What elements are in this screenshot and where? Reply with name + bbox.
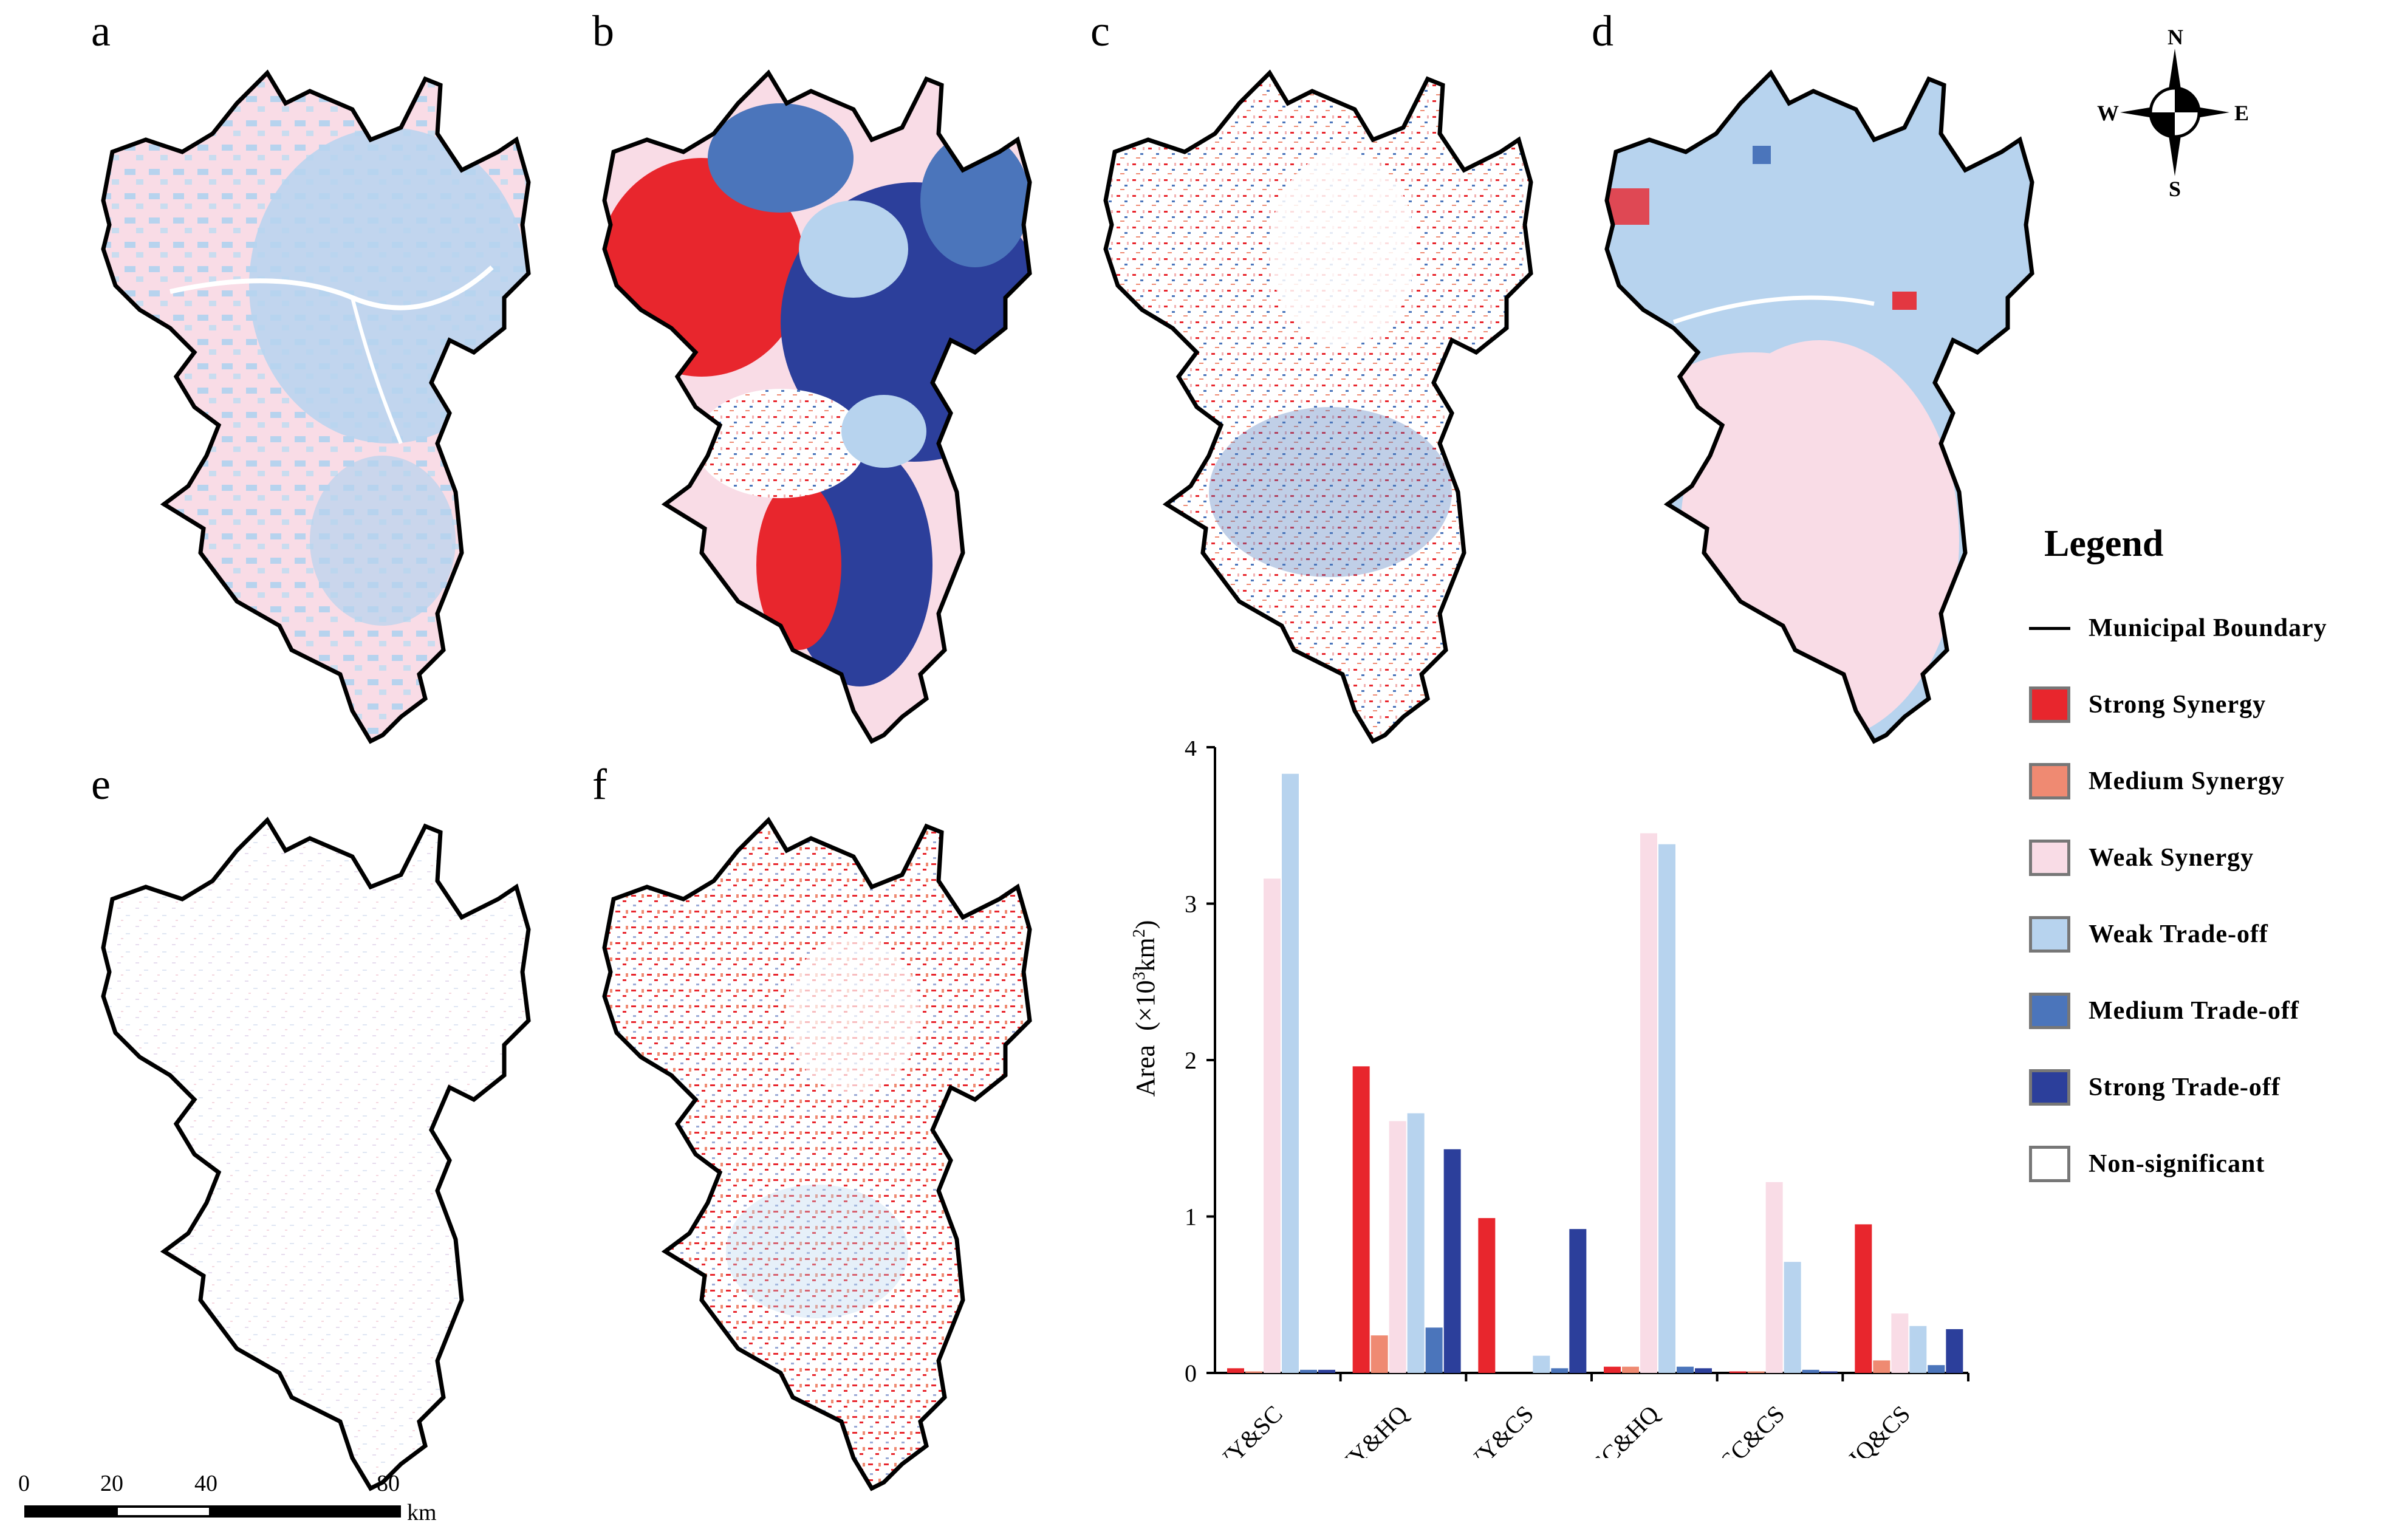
bar-strong-trade-off-sc-hq — [1695, 1368, 1712, 1373]
legend-swatch — [2029, 840, 2070, 876]
panel-label-e: e — [91, 760, 111, 809]
legend-swatch — [2029, 686, 2070, 723]
legend-item: Medium Synergy — [2029, 763, 2285, 799]
bar-strong-synergy-wy-hq — [1352, 1066, 1370, 1373]
legend-item-label: Medium Synergy — [2089, 767, 2285, 795]
panel-label-a: a — [91, 7, 111, 55]
x-tick-label: WY&SC — [1205, 1400, 1288, 1458]
y-tick-label: 2 — [1185, 1047, 1197, 1074]
map-e — [97, 814, 535, 1494]
legend-item-label: Weak Trade-off — [2089, 920, 2268, 948]
bar-medium-trade-off-hq-cs — [1928, 1365, 1945, 1373]
bar-medium-trade-off-wy-hq — [1425, 1327, 1443, 1373]
bar-weak-synergy-sc-hq — [1640, 833, 1657, 1373]
bar-strong-trade-off-wy-hq — [1443, 1149, 1461, 1373]
bar-medium-synergy-sc-cs — [1747, 1371, 1765, 1373]
x-tick-label: HQ&CS — [1837, 1400, 1915, 1458]
bar-strong-trade-off-wy-sc — [1318, 1369, 1335, 1373]
panel-label-b: b — [592, 7, 614, 55]
area-bar-chart: 0 1 2 3 4 WY&SC WY&HQ WY&CS SC&HQ SC&CS HQ&CS Area… — [1130, 741, 1969, 1458]
bar-strong-synergy-wy-sc — [1227, 1368, 1244, 1373]
bar-medium-synergy-sc-hq — [1622, 1366, 1639, 1373]
bar-medium-trade-off-wy-sc — [1300, 1369, 1317, 1373]
legend-boundary: Municipal Boundary — [2029, 614, 2327, 643]
bar-weak-trade-off-wy-cs — [1533, 1355, 1550, 1373]
bar-weak-synergy-hq-cs — [1891, 1313, 1909, 1373]
x-tick-label: SC&HQ — [1586, 1400, 1664, 1458]
bar-weak-synergy-wy-hq — [1389, 1121, 1406, 1373]
map-c — [1100, 67, 1537, 747]
scale-unit: km — [407, 1500, 437, 1525]
bar-strong-synergy-sc-hq — [1604, 1366, 1621, 1373]
scale-bar-segment — [118, 1508, 209, 1515]
bar-strong-synergy-sc-cs — [1729, 1371, 1747, 1373]
map-d — [1601, 67, 2038, 747]
legend-item: Medium Trade-off — [2029, 993, 2299, 1029]
scale-tick-0: 0 — [18, 1471, 30, 1496]
legend-item: Non-significant — [2029, 1146, 2265, 1182]
scale-tick-80: 80 — [377, 1471, 400, 1496]
bar-strong-synergy-wy-cs — [1478, 1218, 1496, 1373]
compass-rose-icon — [2120, 49, 2229, 176]
bar-medium-synergy-hq-cs — [1873, 1360, 1890, 1373]
map-a — [97, 67, 535, 747]
y-tick-label: 3 — [1185, 891, 1197, 918]
north-arrow: N S W E — [2096, 24, 2254, 201]
scale-tick-20: 20 — [100, 1471, 123, 1496]
legend-swatch — [2029, 763, 2070, 799]
bar-weak-trade-off-sc-cs — [1784, 1262, 1801, 1373]
bar-medium-synergy-wy-hq — [1370, 1335, 1388, 1373]
bar-weak-synergy-wy-sc — [1264, 878, 1281, 1373]
legend-item: Strong Trade-off — [2029, 1069, 2281, 1106]
panel-label-c: c — [1090, 7, 1110, 55]
bar-medium-synergy-wy-sc — [1245, 1371, 1262, 1373]
bar-medium-trade-off-sc-hq — [1677, 1366, 1694, 1373]
bar-weak-trade-off-hq-cs — [1909, 1326, 1927, 1373]
scale-bar-body — [24, 1505, 401, 1518]
compass-south: S — [2169, 177, 2181, 201]
y-axis-label: Area (×103km2) — [1130, 920, 1160, 1097]
panel-label-f: f — [592, 760, 607, 809]
scale-bar: 0 20 40 80 km — [18, 1470, 456, 1537]
bar-weak-trade-off-wy-hq — [1407, 1113, 1425, 1373]
y-tick-label: 0 — [1185, 1360, 1197, 1387]
bar-weak-synergy-sc-cs — [1765, 1182, 1783, 1373]
compass-west: W — [2097, 101, 2119, 125]
bar-strong-trade-off-wy-cs — [1569, 1229, 1587, 1373]
legend-item-label: Non-significant — [2089, 1150, 2265, 1178]
legend-swatch — [2029, 916, 2070, 953]
legend-item-label: Medium Trade-off — [2089, 997, 2299, 1025]
map-f — [598, 814, 1036, 1494]
boundary-line-icon — [2029, 626, 2070, 630]
y-tick-label: 4 — [1185, 741, 1197, 761]
compass-north: N — [2168, 25, 2183, 49]
y-tick-label: 1 — [1185, 1203, 1197, 1231]
compass-east: E — [2234, 101, 2250, 125]
legend-item: Weak Synergy — [2029, 840, 2254, 876]
bar-strong-trade-off-hq-cs — [1946, 1329, 1963, 1373]
bar-medium-trade-off-wy-cs — [1551, 1368, 1569, 1373]
legend-swatch — [2029, 1069, 2070, 1106]
legend-swatch — [2029, 993, 2070, 1029]
x-tick-label: WY&HQ — [1327, 1400, 1414, 1458]
x-tick-label: SC&CS — [1715, 1400, 1790, 1458]
legend-boundary-label: Municipal Boundary — [2089, 614, 2327, 642]
legend-item-label: Strong Synergy — [2089, 691, 2267, 719]
legend-item-label: Weak Synergy — [2089, 844, 2254, 872]
legend-item-label: Strong Trade-off — [2089, 1073, 2281, 1101]
bar-weak-trade-off-sc-hq — [1658, 844, 1675, 1373]
legend-title: Legend — [2044, 523, 2164, 564]
legend-item: Strong Synergy — [2029, 686, 2266, 723]
bar-strong-trade-off-sc-cs — [1820, 1371, 1838, 1373]
legend-swatch — [2029, 1146, 2070, 1182]
map-b — [598, 67, 1036, 747]
bar-medium-trade-off-sc-cs — [1802, 1369, 1819, 1373]
scale-tick-40: 40 — [194, 1471, 217, 1496]
legend-item: Weak Trade-off — [2029, 916, 2268, 953]
bar-weak-trade-off-wy-sc — [1282, 773, 1299, 1373]
x-tick-label: WY&CS — [1456, 1400, 1539, 1458]
bar-strong-synergy-hq-cs — [1855, 1224, 1872, 1373]
panel-label-d: d — [1592, 7, 1613, 55]
